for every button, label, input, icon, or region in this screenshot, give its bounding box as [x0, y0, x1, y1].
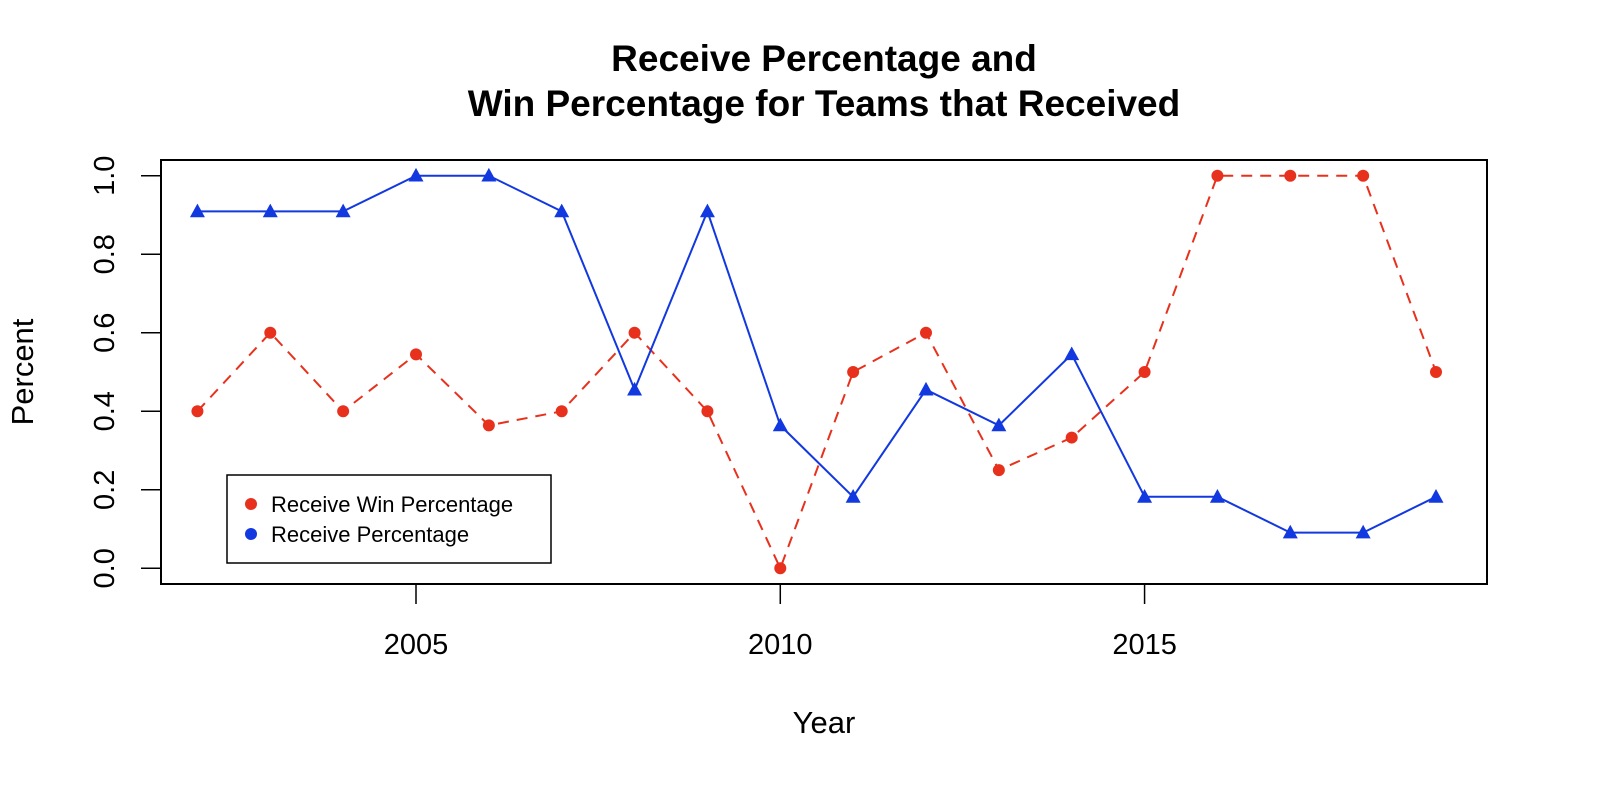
legend-marker-receive-win-percentage: [245, 498, 257, 510]
data-point-receive-percentage: [1064, 346, 1080, 361]
legend: Receive Win Percentage Receive Percentag…: [226, 474, 552, 564]
data-point-receive-percentage: [772, 417, 788, 432]
y-tick-label: 0.6: [89, 313, 121, 353]
data-point-receive-percentage: [1282, 524, 1298, 539]
data-point-receive-win-percentage: [1211, 169, 1224, 182]
data-point-receive-win-percentage: [628, 326, 641, 339]
data-point-receive-percentage: [1137, 489, 1153, 503]
legend-label-receive-win-percentage: Receive Win Percentage: [271, 492, 513, 517]
y-tick-label: 0.8: [89, 234, 121, 274]
data-point-receive-win-percentage: [482, 419, 495, 432]
data-point-receive-win-percentage: [410, 348, 422, 361]
y-tick-label: 0.2: [89, 470, 121, 510]
y-tick-label: 1.0: [89, 156, 121, 196]
data-point-receive-win-percentage: [264, 326, 277, 339]
data-point-receive-win-percentage: [1357, 169, 1370, 182]
x-tick-label: 2015: [1112, 629, 1177, 661]
y-axis: 0.0 0.2 0.4 0.6 0.8 1.0: [89, 156, 161, 588]
y-tick-label: 0.4: [89, 391, 121, 431]
data-point-receive-win-percentage: [920, 326, 932, 339]
x-axis: 2005 2010 2015: [384, 584, 1177, 661]
series-layer: [189, 167, 1444, 575]
data-point-receive-win-percentage: [1138, 366, 1151, 378]
y-axis-title: Percent: [5, 318, 40, 425]
data-point-receive-win-percentage: [992, 464, 1005, 477]
data-point-receive-win-percentage: [555, 405, 568, 418]
data-point-receive-percentage: [408, 167, 424, 182]
data-point-receive-percentage: [991, 417, 1007, 432]
data-point-receive-percentage: [189, 203, 205, 218]
chart-title-line-2: Win Percentage for Teams that Received: [468, 83, 1181, 124]
data-point-receive-win-percentage: [1284, 169, 1297, 182]
data-point-receive-percentage: [262, 203, 278, 218]
data-point-receive-percentage: [845, 489, 861, 503]
data-point-receive-win-percentage: [701, 405, 714, 418]
series-line-receive-win-percentage: [196, 174, 1437, 571]
data-point-receive-percentage: [554, 203, 570, 218]
plot-area-frame: [160, 159, 1488, 585]
data-point-receive-percentage: [699, 203, 715, 218]
data-point-receive-percentage: [1355, 524, 1371, 539]
y-tick-label: 0.0: [89, 548, 121, 588]
legend-label-receive-percentage: Receive Percentage: [271, 522, 469, 547]
data-point-receive-percentage: [627, 381, 643, 396]
chart-title-line-1: Receive Percentage and: [611, 38, 1037, 79]
data-point-receive-win-percentage: [774, 562, 787, 575]
data-point-receive-percentage: [335, 203, 351, 218]
data-point-receive-win-percentage: [847, 366, 860, 378]
data-point-receive-win-percentage: [1065, 431, 1078, 444]
legend-box: [226, 474, 552, 564]
data-point-receive-percentage: [481, 167, 497, 182]
legend-marker-receive-percentage: [245, 528, 257, 540]
x-axis-title: Year: [793, 705, 856, 740]
x-tick-label: 2005: [384, 629, 449, 661]
data-point-receive-win-percentage: [191, 405, 204, 418]
x-tick-label: 2010: [748, 629, 813, 661]
series-line-receive-percentage: [197, 174, 1437, 534]
data-point-receive-percentage: [918, 381, 934, 396]
data-point-receive-percentage: [1428, 489, 1444, 503]
data-point-receive-win-percentage: [337, 405, 350, 418]
data-point-receive-win-percentage: [1430, 366, 1442, 378]
data-point-receive-percentage: [1209, 489, 1225, 503]
